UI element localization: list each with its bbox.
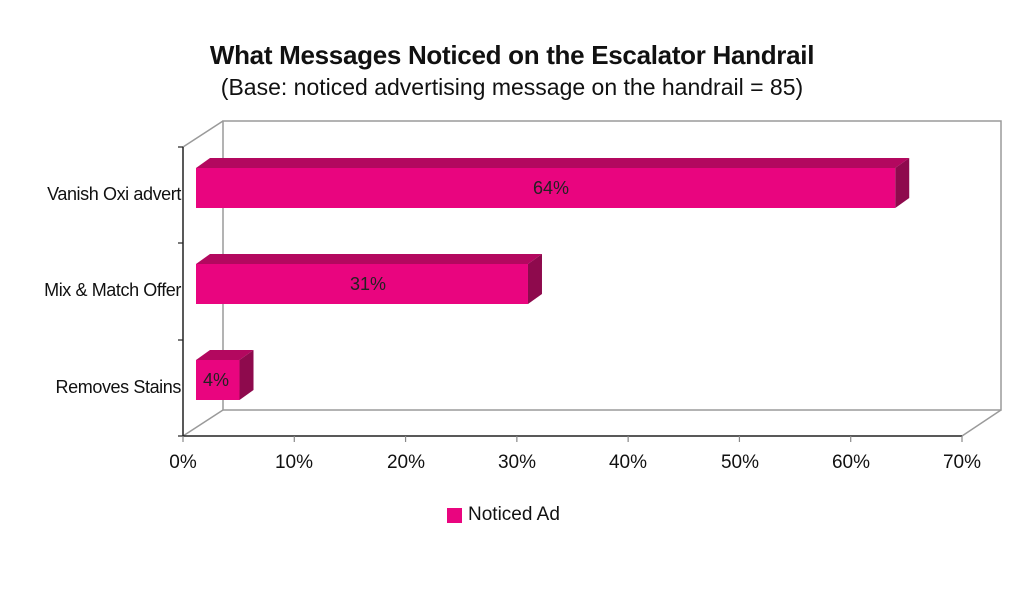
x-tick-label: 10%	[274, 452, 314, 473]
x-tick-label: 60%	[831, 452, 871, 473]
data-label: 4%	[203, 370, 230, 390]
x-tick-label: 70%	[942, 452, 982, 473]
x-tick-label: 30%	[497, 452, 537, 473]
data-label: 64%	[533, 178, 570, 198]
bar	[239, 350, 254, 400]
legend: Noticed Ad	[447, 504, 560, 526]
data-label: 31%	[350, 274, 387, 294]
x-tick-label: 0%	[169, 452, 197, 473]
bar	[196, 158, 910, 168]
x-tick-label: 20%	[386, 452, 426, 473]
bar	[196, 264, 528, 304]
category-label: Vanish Oxi advert	[47, 184, 181, 204]
bar	[527, 254, 542, 304]
category-label: Mix & Match Offer	[44, 280, 181, 300]
chart-title: What Messages Noticed on the Escalator H…	[209, 40, 815, 70]
bar	[196, 168, 896, 208]
bar	[196, 350, 254, 360]
category-label: Removes Stains	[55, 377, 182, 397]
bar	[196, 360, 240, 400]
chart-subtitle: (Base: noticed advertising message on th…	[220, 74, 804, 100]
bar	[895, 158, 910, 208]
x-tick-label: 50%	[720, 452, 760, 473]
bar	[196, 254, 542, 264]
legend-label: Noticed Ad	[468, 504, 560, 525]
legend-swatch	[447, 507, 462, 523]
x-tick-label: 40%	[608, 452, 648, 473]
